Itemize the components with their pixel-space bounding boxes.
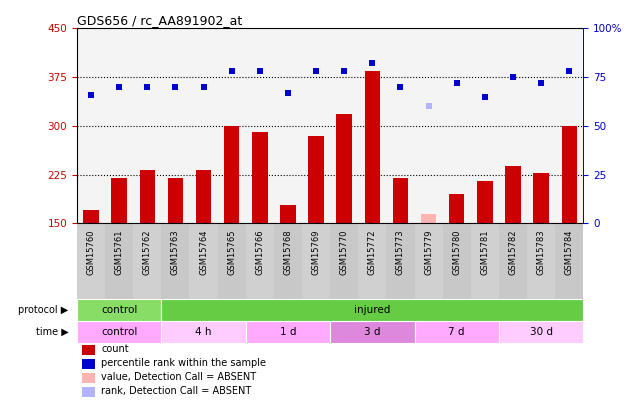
Bar [162, 299, 583, 321]
Text: control: control [101, 327, 137, 337]
Text: 30 d: 30 d [529, 327, 553, 337]
Text: control: control [101, 305, 137, 315]
Text: protocol ▶: protocol ▶ [18, 305, 69, 315]
Bar [224, 126, 239, 224]
Bar [82, 387, 95, 397]
Bar [415, 28, 443, 224]
Text: GSM15781: GSM15781 [480, 230, 489, 275]
Bar [82, 345, 95, 355]
Text: GDS656 / rc_AA891902_at: GDS656 / rc_AA891902_at [77, 14, 242, 27]
Bar [162, 28, 190, 224]
Bar [274, 28, 302, 224]
Text: GSM15779: GSM15779 [424, 230, 433, 275]
Bar [415, 321, 499, 343]
Bar [499, 321, 583, 343]
Bar [77, 299, 162, 321]
Text: GSM15773: GSM15773 [396, 230, 405, 275]
Bar [562, 126, 577, 224]
Bar [308, 136, 324, 224]
Bar [470, 224, 499, 299]
Bar [499, 224, 527, 299]
Bar [443, 28, 470, 224]
Text: GSM15762: GSM15762 [143, 230, 152, 275]
Bar [302, 28, 330, 224]
Text: GSM15766: GSM15766 [255, 230, 264, 275]
Bar [443, 224, 470, 299]
Bar [527, 28, 555, 224]
Text: 4 h: 4 h [196, 327, 212, 337]
Bar [555, 28, 583, 224]
Text: 1 d: 1 d [279, 327, 296, 337]
Bar [105, 28, 133, 224]
Text: 7 d: 7 d [449, 327, 465, 337]
Bar [133, 224, 162, 299]
Bar [505, 166, 520, 224]
Bar [533, 173, 549, 224]
Text: GSM15770: GSM15770 [340, 230, 349, 275]
Bar [196, 170, 212, 224]
Bar [168, 178, 183, 224]
Bar [190, 28, 217, 224]
Bar [499, 28, 527, 224]
Bar [105, 224, 133, 299]
Text: GSM15764: GSM15764 [199, 230, 208, 275]
Bar [330, 321, 415, 343]
Text: GSM15780: GSM15780 [452, 230, 462, 275]
Bar [217, 224, 246, 299]
Bar [449, 194, 465, 224]
Text: GSM15772: GSM15772 [368, 230, 377, 275]
Bar [358, 224, 387, 299]
Bar [387, 224, 415, 299]
Bar [246, 28, 274, 224]
Bar [477, 181, 492, 224]
Bar [162, 224, 190, 299]
Text: time ▶: time ▶ [36, 327, 69, 337]
Bar [246, 224, 274, 299]
Bar [162, 321, 246, 343]
Bar [365, 70, 380, 224]
Bar [470, 28, 499, 224]
Text: percentile rank within the sample: percentile rank within the sample [101, 358, 266, 368]
Bar [393, 178, 408, 224]
Bar [112, 178, 127, 224]
Text: rank, Detection Call = ABSENT: rank, Detection Call = ABSENT [101, 386, 251, 396]
Text: GSM15763: GSM15763 [171, 230, 180, 275]
Text: GSM15765: GSM15765 [227, 230, 236, 275]
Bar [274, 224, 302, 299]
Text: GSM15769: GSM15769 [312, 230, 320, 275]
Bar [330, 224, 358, 299]
Bar [246, 321, 330, 343]
Text: injured: injured [354, 305, 390, 315]
Text: GSM15784: GSM15784 [565, 230, 574, 275]
Text: GSM15761: GSM15761 [115, 230, 124, 275]
Bar [140, 170, 155, 224]
Text: GSM15768: GSM15768 [283, 230, 292, 275]
Bar [280, 205, 296, 224]
Bar [82, 373, 95, 383]
Bar [83, 211, 99, 224]
Bar [77, 224, 105, 299]
Bar [415, 224, 443, 299]
Bar [358, 28, 387, 224]
Bar [133, 28, 162, 224]
Text: GSM15783: GSM15783 [537, 230, 545, 275]
Bar [387, 28, 415, 224]
Bar [330, 28, 358, 224]
Bar [77, 28, 105, 224]
Text: 3 d: 3 d [364, 327, 381, 337]
Bar [527, 224, 555, 299]
Text: GSM15782: GSM15782 [508, 230, 517, 275]
Bar [337, 114, 352, 224]
Text: value, Detection Call = ABSENT: value, Detection Call = ABSENT [101, 372, 256, 382]
Bar [217, 28, 246, 224]
Bar [190, 224, 217, 299]
Bar [252, 132, 267, 224]
Bar [77, 321, 162, 343]
Bar [555, 224, 583, 299]
Text: GSM15760: GSM15760 [87, 230, 96, 275]
Bar [421, 214, 437, 224]
Text: count: count [101, 344, 129, 354]
Bar [302, 224, 330, 299]
Bar [82, 359, 95, 369]
